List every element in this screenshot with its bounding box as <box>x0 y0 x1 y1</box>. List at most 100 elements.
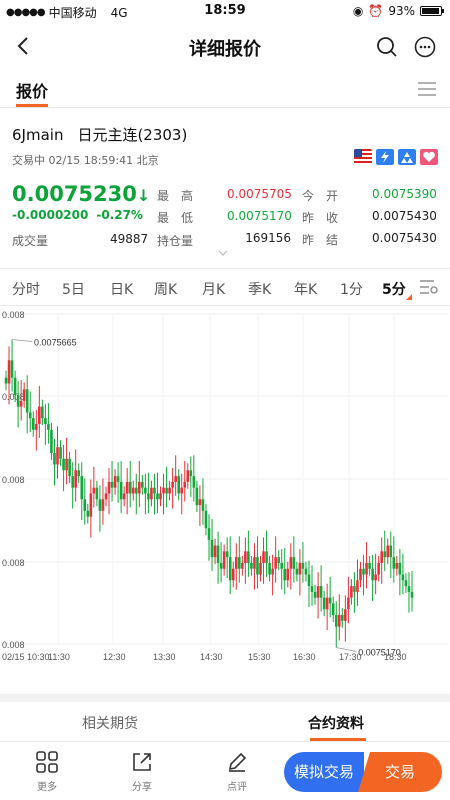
candlestick-chart[interactable]: 0.008 0.008 0.008 0.008 0.008 0.0075665 0.0075… <box>0 306 450 668</box>
candle <box>362 568 365 575</box>
x-tick-label: 02/15 10:30 <box>2 652 50 662</box>
period-active-marker <box>406 294 412 300</box>
candle <box>298 562 302 575</box>
candle <box>386 545 390 558</box>
candle <box>189 470 193 477</box>
candle <box>244 551 247 563</box>
period-tab[interactable]: 1分 <box>340 282 363 298</box>
candle <box>295 568 299 575</box>
more-options-icon[interactable] <box>414 36 436 58</box>
candle <box>198 499 202 506</box>
candle <box>171 481 174 488</box>
candle <box>216 545 220 563</box>
comment-label: 点评 <box>227 782 247 793</box>
carrier-label: 中国移动 <box>48 6 97 20</box>
candle <box>250 562 253 569</box>
last-price-value: 0.0075230 <box>12 182 137 206</box>
low-value: 0.0075170 <box>227 209 292 223</box>
chart-settings-icon[interactable] <box>420 279 438 295</box>
candle <box>322 597 326 610</box>
candle <box>401 574 405 581</box>
candle <box>283 568 287 581</box>
candle <box>301 562 305 569</box>
tab-related-futures[interactable]: 相关期货 <box>82 716 138 732</box>
candle <box>71 476 74 488</box>
candle <box>16 395 20 407</box>
candle <box>65 458 68 471</box>
candle <box>353 586 356 592</box>
candle <box>280 562 284 569</box>
candle <box>371 568 374 581</box>
prev-close-label: 昨收 <box>302 211 351 225</box>
candle <box>210 539 214 558</box>
candle <box>162 487 165 494</box>
candle <box>256 557 259 575</box>
share-label: 分享 <box>132 782 152 793</box>
clock: 18:59 <box>204 3 246 18</box>
trade-button[interactable]: 交易 <box>358 752 442 792</box>
min-pointer <box>336 647 357 652</box>
candle <box>147 493 150 500</box>
period-tab[interactable]: 5分 <box>382 282 406 298</box>
back-icon[interactable] <box>14 36 34 56</box>
candle <box>310 586 314 592</box>
candle <box>377 562 380 575</box>
candle <box>225 551 229 558</box>
candle <box>28 412 32 419</box>
candle <box>89 493 93 517</box>
candle <box>222 551 226 569</box>
candle <box>307 574 311 587</box>
section-divider <box>0 694 450 702</box>
share-button[interactable]: 分享 <box>122 750 162 793</box>
candle <box>156 493 159 500</box>
period-tab[interactable]: 分时 <box>12 282 40 298</box>
candle <box>180 487 184 494</box>
candle <box>219 562 223 569</box>
menu-icon[interactable] <box>418 81 436 97</box>
min-label: 0.0075170 <box>358 647 401 657</box>
candle <box>304 568 308 575</box>
candle <box>313 591 317 598</box>
candle <box>253 557 256 569</box>
more-button[interactable]: 更多 <box>27 750 67 793</box>
favorite-icon[interactable] <box>420 149 438 165</box>
candle <box>286 568 290 581</box>
period-tab[interactable]: 日K <box>110 282 134 298</box>
candle <box>138 481 141 494</box>
sim-trade-button[interactable]: 模拟交易 <box>284 752 364 792</box>
tab-contract-info[interactable]: 合约资料 <box>308 716 364 732</box>
last-price: 0.0075230↓ <box>12 182 150 206</box>
search-icon[interactable] <box>376 36 398 58</box>
candle <box>204 510 208 529</box>
candle <box>19 400 23 407</box>
candle <box>41 406 44 419</box>
period-tabs: 分时 5日 日K 周K 月K 季K 年K 1分 5分 <box>0 268 450 306</box>
candle <box>383 551 387 558</box>
candle <box>31 418 35 430</box>
volume-value: 49887 <box>110 232 149 246</box>
candle <box>241 562 244 569</box>
candle <box>159 493 162 500</box>
period-tab[interactable]: 月K <box>202 282 226 298</box>
period-tab[interactable]: 周K <box>154 282 178 298</box>
open-value: 0.0075390 <box>372 187 437 201</box>
period-tab[interactable]: 5日 <box>62 282 85 298</box>
candle <box>153 487 156 494</box>
candle <box>22 389 26 401</box>
tab-quote[interactable]: 报价 <box>16 82 49 101</box>
lightning-icon <box>376 149 394 165</box>
candle <box>122 493 126 500</box>
period-tab[interactable]: 年K <box>294 282 318 298</box>
comment-button[interactable]: 点评 <box>217 750 257 793</box>
y-tick-label: 0.008 <box>2 558 25 568</box>
period-tab[interactable]: 季K <box>248 282 272 298</box>
y-tick-label: 0.008 <box>2 475 25 485</box>
change-percent: -0.27% <box>96 208 143 222</box>
expand-chevron-icon[interactable] <box>218 250 228 256</box>
price-change: -0.0000200 -0.27% <box>12 208 143 222</box>
candle <box>95 487 99 500</box>
candle <box>92 487 96 494</box>
candle <box>59 447 62 459</box>
stats-open-close: 今开 0.0075390 昨收 0.0075430 昨结 0.0075430 <box>302 187 437 253</box>
battery-percent: 93% <box>388 4 415 18</box>
